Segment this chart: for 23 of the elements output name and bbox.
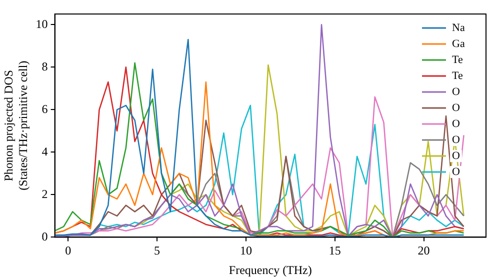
legend-label: O	[452, 150, 460, 162]
x-tick-label: 15	[328, 244, 341, 258]
legend-label: O	[452, 102, 460, 114]
legend-label: O	[452, 166, 460, 178]
x-axis-title: Frequency (THz)	[228, 262, 312, 277]
y-tick-label: 0	[42, 229, 48, 244]
x-tick-label: 20	[418, 244, 430, 258]
legend-label: Te	[452, 70, 463, 82]
legend-label: O	[452, 118, 460, 130]
y-tick-label: 8	[42, 59, 48, 74]
legend-label: Ga	[452, 38, 465, 50]
y-tick-label: 10	[36, 16, 48, 31]
x-tick-label: 10	[240, 244, 252, 258]
legend-label: Te	[452, 54, 463, 66]
y-tick-label: 6	[42, 102, 48, 116]
x-tick-label: 0	[65, 244, 72, 258]
x-tick-label: 5	[154, 244, 160, 258]
legend-label: O	[452, 86, 460, 98]
legend-label: Na	[452, 22, 465, 34]
legend-label: O	[452, 134, 460, 146]
y-tick-label: 4	[42, 144, 48, 158]
y-tick-label: 2	[42, 186, 48, 201]
y-axis-title: Phonon projected DOS (States/THz·primitive cell)	[1, 60, 30, 190]
